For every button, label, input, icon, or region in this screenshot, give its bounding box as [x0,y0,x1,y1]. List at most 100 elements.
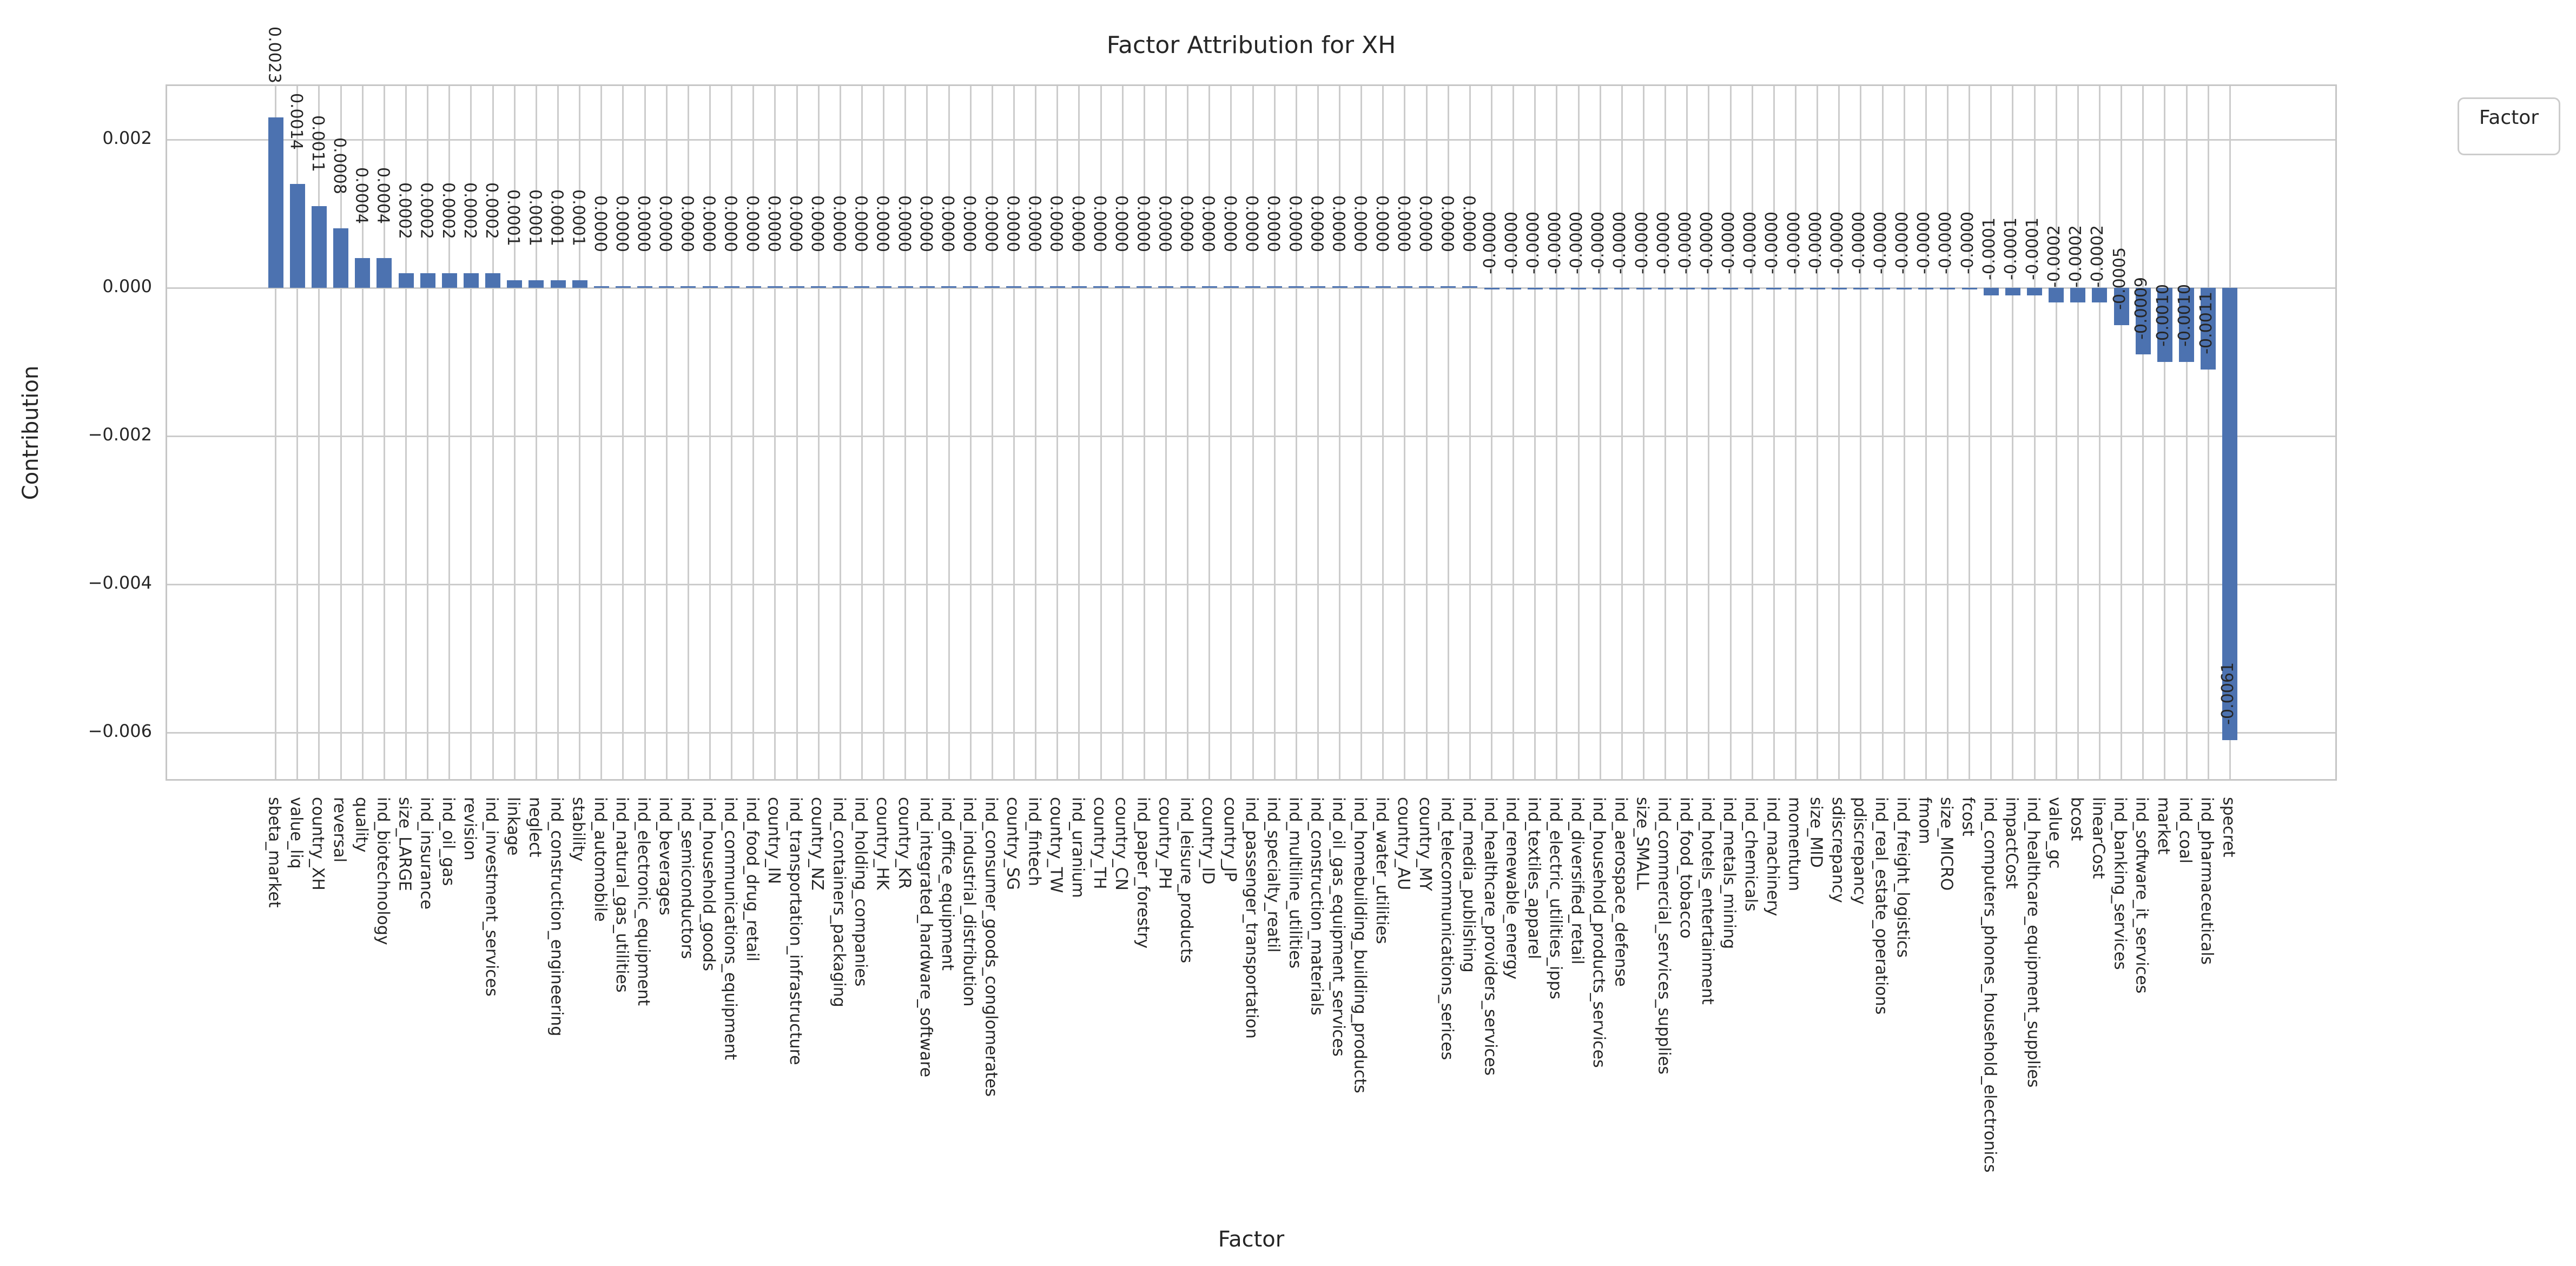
y-tick-label: 0.000 [102,276,152,296]
x-tick-label-linearCost: linearCost [2089,797,2108,879]
v-gridline [687,86,689,779]
value-label-country_IN: 0.0000 [764,195,783,252]
v-gridline [275,86,277,779]
bar-ind_banking_services [2113,288,2129,325]
v-gridline [1382,86,1384,779]
x-tick-label-country_TW: country_TW [1046,797,1066,893]
v-gridline [1469,86,1471,779]
bar-country_PH [1158,286,1174,288]
bar-ind_pharmaceuticals [2201,288,2216,370]
bar-country_JP [1223,286,1239,288]
value-label-ind_multiline_utilities: 0.0000 [1285,195,1305,252]
value-label-ind_computers_phones_household_electronics: -0.0001 [1979,217,1999,280]
x-tick-label-ind_leisure_products: ind_leisure_products [1177,797,1196,964]
x-tick-label-ind_office_equipment: ind_office_equipment [938,797,957,971]
bar-ind_construction_materials [1310,286,1326,288]
bar-fmom [1918,288,1934,289]
x-tick-label-linkage: linkage [504,797,523,856]
bar-ind_insurance [420,273,435,288]
v-gridline [513,86,516,779]
x-tick-label-country_MY: country_MY [1416,797,1435,891]
value-label-size_SMALL: -0.0000 [1632,212,1652,274]
x-tick-label-ind_transportation_infrastructure: ind_transportation_infrastructure [786,797,805,1065]
v-gridline [1534,86,1536,779]
bar-quality [355,258,371,288]
x-tick-label-bcost: bcost [2067,797,2086,841]
value-label-quality: 0.0004 [352,167,371,225]
x-tick-label-ind_computers_phones_household_electronics: ind_computers_phones_household_electroni… [1980,797,1999,1173]
bar-ind_industrial_distribution [963,286,979,288]
bar-ind_water_utilities [1375,286,1391,288]
bar-neglect [529,280,544,288]
value-label-ind_holding_companies: 0.0000 [851,195,870,252]
v-gridline [1121,86,1124,779]
value-label-ind_beverages: 0.0000 [656,195,675,252]
plot-area [166,84,2337,781]
bar-linkage [507,280,523,288]
v-gridline [1708,86,1710,779]
x-tick-label-ind_hotels_entertainment: ind_hotels_entertainment [1697,797,1717,1005]
bar-sdiscrepancy [1831,288,1847,289]
bar-ind_freight_logistics [1897,288,1912,289]
bar-impactCost [2005,288,2020,295]
v-gridline [557,86,559,779]
bar-stability [572,280,587,288]
v-gridline [1273,86,1276,779]
bar-ind_renewable_energy [1505,288,1521,289]
v-gridline [1425,86,1428,779]
value-label-ind_diversified_retail: -0.0000 [1567,212,1587,274]
v-gridline [883,86,885,779]
bar-revision [463,273,479,288]
bar-ind_food_tobacco [1679,288,1695,289]
bar-ind_commercial_services_supplies [1657,288,1673,289]
bar-ind_diversified_retail [1571,288,1587,289]
value-label-ind_homebuilding_building_products: 0.0000 [1350,195,1370,252]
x-tick-label-pdiscrepancy: pdiscrepancy [1850,797,1869,905]
value-label-ind_household_goods: 0.0000 [699,195,718,252]
value-label-ind_leisure_products: 0.0000 [1177,195,1196,252]
value-label-ind_biotechnology: 0.0004 [373,167,393,225]
bar-fcost [1961,288,1977,289]
v-gridline [1187,86,1189,779]
x-tick-label-ind_biotechnology: ind_biotechnology [373,797,393,945]
v-gridline [622,86,624,779]
x-tick-label-ind_automobile: ind_automobile [590,797,610,922]
x-tick-label-ind_semiconductors: ind_semiconductors [677,797,697,959]
value-label-ind_semiconductors: 0.0000 [677,195,697,252]
value-label-bcost: -0.0002 [2066,225,2086,288]
bar-ind_automobile [593,286,609,288]
value-label-ind_natural_gas_utilities: 0.0000 [612,195,631,252]
value-label-ind_electric_utilities_ipps: -0.0000 [1545,212,1564,274]
bar-ind_oil_gas [441,273,457,288]
bar-ind_construction_engineering [550,280,566,288]
v-gridline [731,86,733,779]
x-tick-label-size_MICRO: size_MICRO [1937,797,1956,891]
x-tick-label-ind_integrated_hardware_software: ind_integrated_hardware_software [916,797,935,1078]
bar-ind_biotechnology [377,258,392,288]
x-tick-label-ind_healthcare_equipment_supplies: ind_healthcare_equipment_supplies [2024,797,2043,1088]
v-gridline [1838,86,1840,779]
v-gridline [948,86,950,779]
x-tick-label-ind_insurance: ind_insurance [417,797,436,910]
bar-ind_fintech [1028,286,1043,288]
y-tick-label: −0.006 [88,721,152,741]
bar-ind_electric_utilities_ipps [1549,288,1564,289]
x-tick-label-ind_specialty_reatil: ind_specialty_reatil [1264,797,1283,953]
value-label-ind_fintech: 0.0000 [1025,195,1044,252]
x-tick-label-ind_paper_forestry: ind_paper_forestry [1133,797,1153,949]
value-label-ind_aerospace_defense: -0.0000 [1610,212,1630,274]
bar-ind_integrated_hardware_software [919,286,935,288]
x-tick-label-ind_containers_packaging: ind_containers_packaging [829,797,849,1007]
v-gridline [969,86,972,779]
v-gridline [1903,86,1905,779]
v-gridline [1881,86,1884,779]
x-tick-label-ind_household_products_services: ind_household_products_services [1589,797,1609,1068]
value-label-ind_uranium: 0.0000 [1068,195,1087,252]
bar-ind_media_publishing [1462,286,1478,288]
v-gridline [2142,86,2144,779]
v-gridline [1556,86,1558,779]
value-label-fmom: -0.0000 [1914,212,1934,274]
bar-country_ID [1201,286,1217,288]
bar-country_NZ [811,286,827,288]
v-gridline [752,86,755,779]
